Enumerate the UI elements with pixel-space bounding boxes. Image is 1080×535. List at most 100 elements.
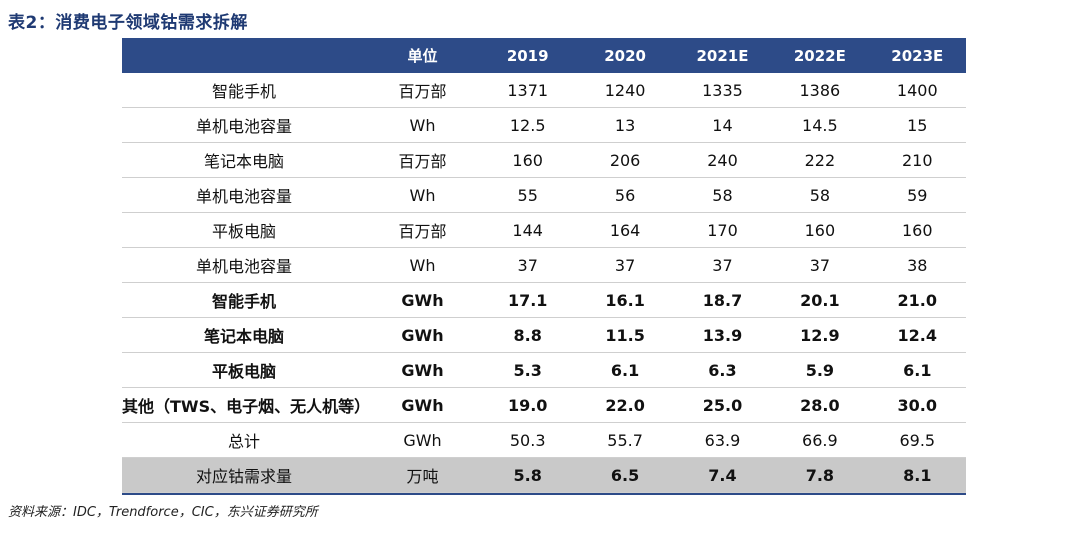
row-label: 笔记本电脑 [122, 142, 366, 178]
table-row: 单机电池容量 Wh 55 56 58 58 59 [122, 177, 966, 213]
row-value: 55.7 [576, 422, 674, 458]
header-cell-2021e: 2021E [673, 38, 772, 73]
header-cell-2023e: 2023E [868, 38, 966, 73]
row-label: 对应钴需求量 [122, 457, 366, 493]
row-value: 240 [673, 142, 772, 178]
row-value: 28.0 [771, 387, 869, 423]
row-unit: GWh [366, 422, 479, 458]
row-value: 206 [576, 142, 674, 178]
table-row: 笔记本电脑 GWh 8.8 11.5 13.9 12.9 12.4 [122, 317, 966, 353]
row-value: 12.9 [771, 317, 869, 353]
row-value: 7.4 [673, 457, 772, 493]
row-value: 6.3 [673, 352, 772, 388]
table-row: 单机电池容量 Wh 12.5 13 14 14.5 15 [122, 107, 966, 143]
row-value: 21.0 [868, 282, 966, 318]
row-value: 14.5 [771, 107, 869, 143]
table-row: 智能手机 百万部 1371 1240 1335 1386 1400 [122, 73, 966, 108]
row-value: 6.5 [576, 457, 674, 493]
row-label: 其他（TWS、电子烟、无人机等） [122, 387, 370, 423]
row-label: 智能手机 [122, 282, 366, 318]
header-cell-2020: 2020 [576, 38, 674, 73]
row-value: 170 [673, 212, 772, 248]
row-label: 笔记本电脑 [122, 317, 366, 353]
row-value: 38 [868, 247, 966, 283]
row-unit: 百万部 [366, 142, 479, 178]
table-row: 总计 GWh 50.3 55.7 63.9 66.9 69.5 [122, 422, 966, 458]
table-row: 平板电脑 百万部 144 164 170 160 160 [122, 212, 966, 248]
table-row: 对应钴需求量 万吨 5.8 6.5 7.4 7.8 8.1 [122, 457, 966, 493]
row-unit: 万吨 [366, 457, 479, 493]
table-row: 单机电池容量 Wh 37 37 37 37 38 [122, 247, 966, 283]
row-value: 160 [479, 142, 577, 178]
row-value: 14 [673, 107, 772, 143]
header-cell-2022e: 2022E [771, 38, 869, 73]
row-value: 18.7 [673, 282, 772, 318]
table-row: 平板电脑 GWh 5.3 6.1 6.3 5.9 6.1 [122, 352, 966, 388]
table-body: 智能手机 百万部 1371 1240 1335 1386 1400 单机电池容量 Wh 12.5 1… [122, 73, 966, 493]
row-value: 66.9 [771, 422, 869, 458]
row-value: 12.4 [868, 317, 966, 353]
row-unit: Wh [366, 177, 479, 213]
table-header-row: 单位 2019 2020 2021E 2022E 2023E [122, 38, 966, 73]
row-label: 单机电池容量 [122, 247, 366, 283]
data-table-container: 单位 2019 2020 2021E 2022E 2023E 智能手机 百万部 13… [122, 38, 966, 495]
row-value: 1240 [576, 73, 674, 108]
row-value: 59 [868, 177, 966, 213]
row-label: 平板电脑 [122, 212, 366, 248]
cobalt-demand-table: 单位 2019 2020 2021E 2022E 2023E 智能手机 百万部 13… [122, 38, 966, 493]
row-value: 25.0 [673, 387, 772, 423]
row-value: 5.8 [479, 457, 577, 493]
row-value: 22.0 [576, 387, 674, 423]
table-row: 其他（TWS、电子烟、无人机等） GWh 19.0 22.0 25.0 28.0 30.0 [122, 387, 966, 423]
table-title: 表2：消费电子领域钴需求拆解 [8, 13, 248, 33]
row-value: 222 [771, 142, 869, 178]
row-value: 13 [576, 107, 674, 143]
row-value: 37 [673, 247, 772, 283]
row-label: 智能手机 [122, 73, 366, 108]
row-unit: 百万部 [366, 212, 479, 248]
row-value: 11.5 [576, 317, 674, 353]
row-value: 19.0 [479, 387, 577, 423]
row-unit: Wh [366, 247, 479, 283]
row-unit: GWh [366, 282, 479, 318]
row-value: 5.9 [771, 352, 869, 388]
row-value: 15 [868, 107, 966, 143]
row-unit: GWh [366, 317, 479, 353]
row-value: 210 [868, 142, 966, 178]
row-value: 160 [771, 212, 869, 248]
row-value: 20.1 [771, 282, 869, 318]
row-unit: GWh [366, 352, 479, 388]
row-value: 6.1 [868, 352, 966, 388]
source-note: 资料来源：IDC，Trendforce，CIC，东兴证券研究所 [8, 505, 318, 520]
row-value: 13.9 [673, 317, 772, 353]
row-value: 37 [479, 247, 577, 283]
header-cell-item [122, 38, 366, 73]
row-value: 37 [771, 247, 869, 283]
row-value: 37 [576, 247, 674, 283]
row-label: 总计 [122, 422, 366, 458]
row-value: 8.1 [868, 457, 966, 493]
row-value: 5.3 [479, 352, 577, 388]
row-value: 50.3 [479, 422, 577, 458]
row-value: 1386 [771, 73, 869, 108]
header-cell-unit: 单位 [366, 38, 479, 73]
row-value: 1371 [479, 73, 577, 108]
row-value: 1400 [868, 73, 966, 108]
row-value: 58 [771, 177, 869, 213]
table-row: 笔记本电脑 百万部 160 206 240 222 210 [122, 142, 966, 178]
row-value: 1335 [673, 73, 772, 108]
row-value: 144 [479, 212, 577, 248]
table-bottom-rule [122, 493, 966, 495]
row-value: 16.1 [576, 282, 674, 318]
table-row: 智能手机 GWh 17.1 16.1 18.7 20.1 21.0 [122, 282, 966, 318]
row-value: 160 [868, 212, 966, 248]
row-unit: Wh [366, 107, 479, 143]
header-cell-2019: 2019 [479, 38, 577, 73]
row-label: 单机电池容量 [122, 107, 366, 143]
row-value: 56 [576, 177, 674, 213]
row-value: 6.1 [576, 352, 674, 388]
row-value: 63.9 [673, 422, 772, 458]
row-unit: 百万部 [366, 73, 479, 108]
row-label: 平板电脑 [122, 352, 366, 388]
row-unit: GWh [366, 387, 479, 423]
